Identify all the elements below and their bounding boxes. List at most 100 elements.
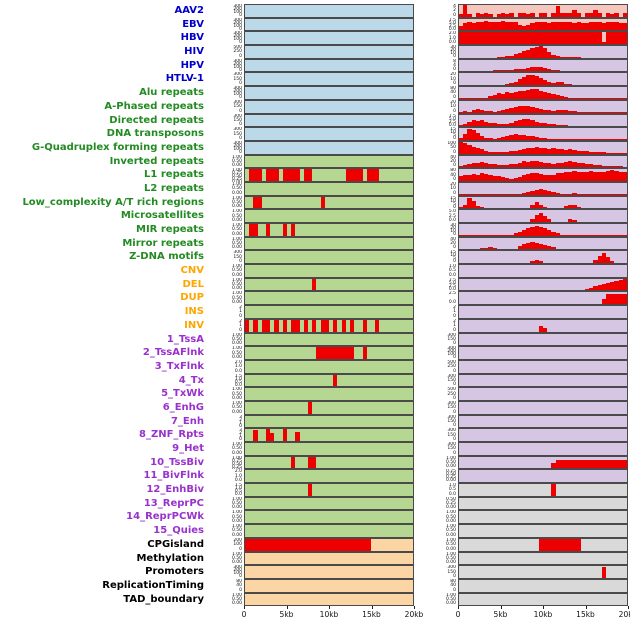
y-axis-ticks: 500 250 0 <box>208 45 244 59</box>
signal-bar <box>589 459 594 469</box>
y-tick-label: 2 <box>453 8 456 14</box>
right-track-panel <box>458 154 628 169</box>
y-tick-label: 10 <box>450 186 456 192</box>
signal-bar <box>568 110 573 113</box>
signal-bar <box>538 162 543 168</box>
signal-bar <box>517 91 522 99</box>
signal-bar <box>261 538 266 551</box>
y-tick-label: 40 <box>236 583 242 589</box>
signal-bar <box>572 205 577 209</box>
right-track-panel <box>458 113 628 128</box>
signal-bar <box>513 207 518 209</box>
signal-bar <box>564 139 569 140</box>
signal-bar <box>492 94 497 99</box>
signal-bar <box>522 32 527 45</box>
signal-bar <box>572 139 577 140</box>
signal-bar <box>492 138 497 140</box>
track-row: Inverted repeats 1.00 0.50 0.00 40 20 0 <box>2 154 630 169</box>
left-track-panel <box>244 359 414 374</box>
y-axis-ticks: 2.0 1.0 0.0 <box>422 31 458 45</box>
y-axis-ticks: 7.5 5.0 2.5 0.0 <box>422 278 458 291</box>
signal-bar <box>622 172 627 181</box>
signal-bar <box>505 109 510 113</box>
y-axis-ticks: 300 150 0 <box>208 100 244 114</box>
signal-bar <box>585 163 590 168</box>
y-tick-label: 2.0 <box>234 469 242 475</box>
x-tick-label: 0 <box>241 610 247 620</box>
y-tick-label: 10 <box>450 253 456 259</box>
y-tick-label: 0.0 <box>448 272 456 278</box>
y-tick-label: 300 <box>233 140 242 146</box>
y-tick-label: 80 <box>450 86 456 92</box>
signal-bar <box>362 347 367 359</box>
y-tick-label: 200 <box>233 89 242 95</box>
signal-bar <box>480 207 485 209</box>
y-tick-label: 300 <box>233 72 242 78</box>
signal-bar <box>291 538 296 551</box>
left-track-panel <box>244 277 414 292</box>
x-tick-label: 20kb <box>618 610 630 620</box>
y-axis-ticks: 15 10 5 0 <box>422 196 458 209</box>
signal-bar <box>496 57 501 58</box>
signal-bar <box>522 229 527 236</box>
signal-bar <box>522 244 527 250</box>
signal-bar <box>308 401 313 414</box>
y-axis-ticks: 1.00 0.50 0.00 <box>208 593 244 607</box>
signal-bar <box>572 32 577 45</box>
x-tick-label: 0 <box>455 610 461 620</box>
x-tick-mark <box>286 606 288 610</box>
y-tick-label: 300 <box>233 17 242 23</box>
signal-bar <box>601 252 606 264</box>
signal-bar <box>538 261 543 264</box>
signal-bar <box>606 171 611 181</box>
signal-bar <box>547 245 552 250</box>
signal-bar <box>530 261 535 264</box>
y-tick-label: 100 <box>233 92 242 98</box>
signal-bar <box>614 125 619 127</box>
signal-bar <box>463 134 468 140</box>
signal-bar <box>517 245 522 250</box>
y-tick-label: 0 <box>453 108 456 114</box>
signal-bar <box>534 108 539 113</box>
y-axis-ticks: 1.00 0.50 0.00 <box>208 278 244 292</box>
track-label: INS <box>184 306 204 318</box>
signal-bar <box>538 67 543 72</box>
signal-bar <box>509 92 514 99</box>
right-track-panel <box>458 195 628 210</box>
y-tick-label: 1.00 <box>445 524 456 530</box>
track-row: 8_ZNF_Rpts 3 2 1 0 300 150 0 <box>2 428 630 442</box>
left-track-panel <box>244 400 414 415</box>
y-tick-label: 0 <box>239 81 242 87</box>
y-tick-label: 0 <box>239 327 242 333</box>
track-label: Z-DNA motifs <box>129 251 204 263</box>
signal-bar <box>480 162 485 168</box>
signal-bar <box>585 12 590 17</box>
signal-bar <box>471 110 476 113</box>
signal-bar <box>551 22 556 31</box>
right-track-panel <box>458 510 628 525</box>
y-axis-ticks: 1.00 0.50 0.00 <box>422 593 458 607</box>
signal-bar <box>509 122 514 127</box>
signal-bar <box>547 229 552 236</box>
signal-bar <box>564 110 569 113</box>
signal-bar <box>551 124 556 127</box>
track-label: 1_TssA <box>166 333 204 345</box>
left-track-panel <box>244 45 414 59</box>
y-axis-ticks: 1.00 0.50 0.00 <box>208 387 244 401</box>
signal-bar <box>585 32 590 45</box>
y-tick-label: 0.25 <box>231 177 242 182</box>
right-track-panel <box>458 565 628 579</box>
y-tick-label: 1.00 <box>231 277 242 283</box>
y-tick-label: 2 <box>239 305 242 311</box>
y-tick-label: 1 <box>239 434 242 440</box>
signal-bar <box>601 125 606 127</box>
right-track-panel <box>458 346 628 360</box>
signal-bar <box>517 68 522 72</box>
y-tick-label: 0 <box>453 409 456 415</box>
track-row: 4_Tx 1.5 1.0 0.5 0.0 300 150 0 <box>2 373 630 388</box>
signal-bar <box>282 429 287 441</box>
signal-bar <box>551 110 556 113</box>
track-row: MIR repeats 1.00 0.50 0.00 30 20 10 0 <box>2 223 630 237</box>
y-tick-label: 500 <box>447 387 456 393</box>
track-row: Microsatellites 1.00 0.50 0.00 5.0 2.5 0.0 <box>2 209 630 223</box>
